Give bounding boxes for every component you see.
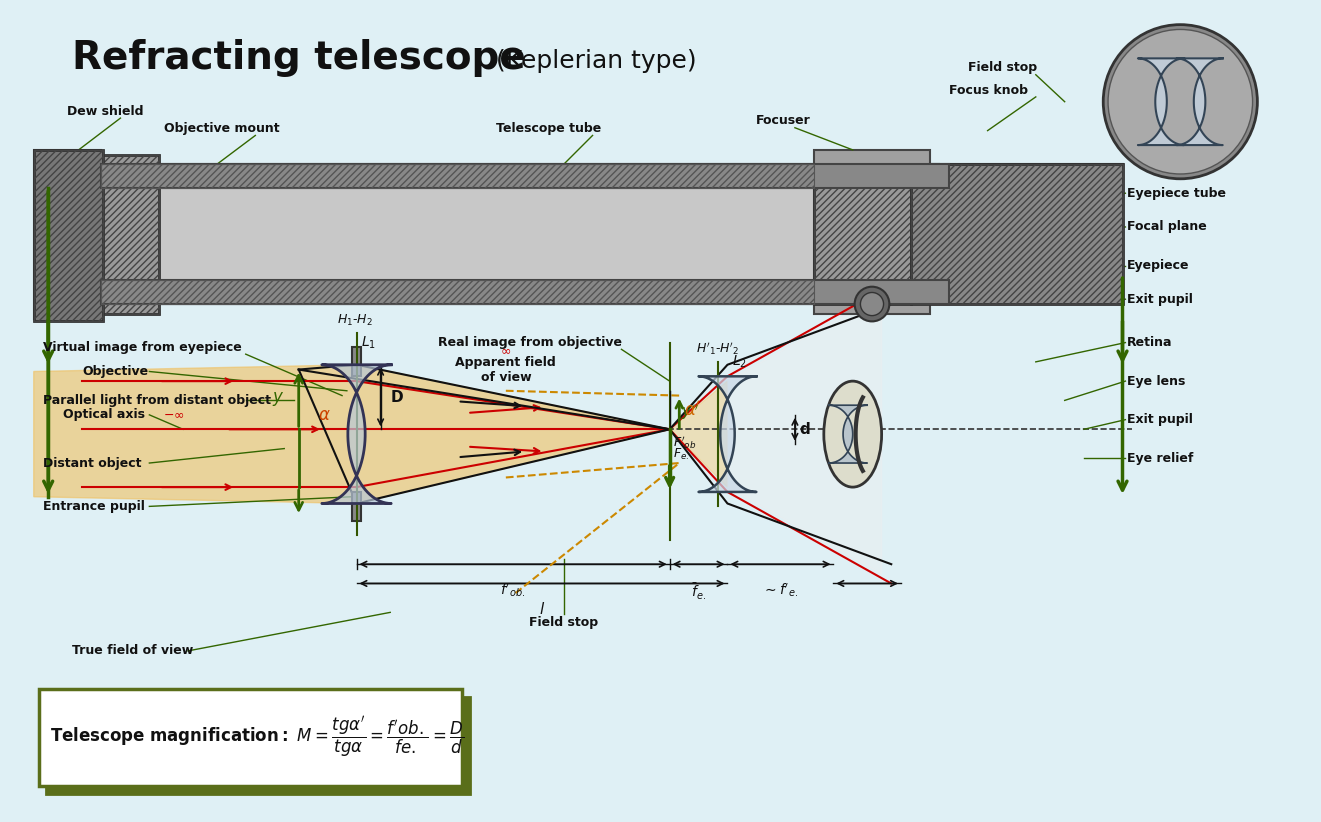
Text: Parallel light from distant object: Parallel light from distant object xyxy=(44,394,271,407)
Text: $\sim f'_{e.}$: $\sim f'_{e.}$ xyxy=(762,581,799,599)
Text: Eyepiece: Eyepiece xyxy=(1127,259,1190,272)
Circle shape xyxy=(855,287,889,321)
Circle shape xyxy=(860,293,884,316)
Text: $\alpha'$: $\alpha'$ xyxy=(684,400,701,419)
Text: Exit pupil: Exit pupil xyxy=(1127,293,1193,306)
Text: Entrance pupil: Entrance pupil xyxy=(44,500,145,513)
Text: Field stop: Field stop xyxy=(530,616,598,629)
Text: $\infty$: $\infty$ xyxy=(501,344,511,357)
Text: Objective mount: Objective mount xyxy=(164,122,280,135)
Text: $\mathbf{Telescope\ magnification:}\ M = \dfrac{tg\alpha'}{tg\alpha} = \dfrac{f': $\mathbf{Telescope\ magnification:}\ M =… xyxy=(50,715,464,760)
Text: Eye lens: Eye lens xyxy=(1127,375,1186,388)
Text: Objective: Objective xyxy=(82,365,148,378)
Text: $F_{e.}$: $F_{e.}$ xyxy=(672,446,688,462)
FancyBboxPatch shape xyxy=(38,690,462,786)
Text: Virtual image from eyepiece: Virtual image from eyepiece xyxy=(44,341,242,354)
Text: Focus knob: Focus knob xyxy=(948,84,1028,97)
FancyBboxPatch shape xyxy=(102,280,948,304)
Text: Retina: Retina xyxy=(1127,336,1173,349)
Text: Focal plane: Focal plane xyxy=(1127,220,1207,233)
FancyBboxPatch shape xyxy=(814,150,930,314)
Circle shape xyxy=(1108,30,1252,174)
Polygon shape xyxy=(699,376,757,492)
Text: Distant object: Distant object xyxy=(44,456,141,469)
FancyBboxPatch shape xyxy=(102,164,939,304)
Text: $L_2$: $L_2$ xyxy=(732,353,748,370)
FancyBboxPatch shape xyxy=(108,176,931,293)
Text: Field stop: Field stop xyxy=(968,62,1037,75)
Text: $\alpha$: $\alpha$ xyxy=(318,406,330,424)
Polygon shape xyxy=(670,381,728,487)
Text: $y$: $y$ xyxy=(272,390,284,409)
Text: $f'_{ob.}$: $f'_{ob.}$ xyxy=(501,581,526,599)
Text: True field of view: True field of view xyxy=(73,644,194,658)
Polygon shape xyxy=(34,365,670,504)
Text: $H_1$-$H_2$: $H_1$-$H_2$ xyxy=(337,313,373,328)
FancyBboxPatch shape xyxy=(34,150,103,321)
FancyBboxPatch shape xyxy=(34,150,102,318)
FancyBboxPatch shape xyxy=(351,492,362,521)
FancyBboxPatch shape xyxy=(824,164,921,299)
Polygon shape xyxy=(322,365,391,504)
Polygon shape xyxy=(728,294,881,574)
FancyBboxPatch shape xyxy=(939,183,1112,284)
Text: $-\infty$: $-\infty$ xyxy=(162,409,184,422)
FancyBboxPatch shape xyxy=(102,164,948,188)
FancyBboxPatch shape xyxy=(814,164,910,304)
Ellipse shape xyxy=(824,381,881,487)
Text: Optical axis: Optical axis xyxy=(62,409,144,422)
Text: Refracting telescope: Refracting telescope xyxy=(73,39,526,77)
Text: Dew shield: Dew shield xyxy=(67,105,144,118)
Text: $y''$: $y''$ xyxy=(682,403,699,423)
Polygon shape xyxy=(828,405,867,463)
Text: Eye relief: Eye relief xyxy=(1127,452,1194,464)
FancyBboxPatch shape xyxy=(930,164,1123,304)
Polygon shape xyxy=(1177,58,1223,145)
Text: $\bar{f}_{e.}$: $\bar{f}_{e.}$ xyxy=(691,581,705,602)
Text: Focuser: Focuser xyxy=(757,114,811,127)
Text: D: D xyxy=(390,390,403,404)
Text: Exit pupil: Exit pupil xyxy=(1127,413,1193,426)
FancyBboxPatch shape xyxy=(910,164,1123,304)
FancyBboxPatch shape xyxy=(102,155,159,314)
Polygon shape xyxy=(1137,58,1184,145)
FancyBboxPatch shape xyxy=(351,348,362,376)
Text: $H'_1$-$H'_2$: $H'_1$-$H'_2$ xyxy=(696,340,740,357)
Text: $F'_{ob}$: $F'_{ob}$ xyxy=(672,434,696,450)
Text: (Keplerian type): (Keplerian type) xyxy=(497,49,697,73)
Text: d: d xyxy=(799,422,811,436)
Text: $L_1$: $L_1$ xyxy=(362,335,376,351)
Circle shape xyxy=(1103,25,1258,179)
Text: Apparent field
of view: Apparent field of view xyxy=(456,356,556,384)
Text: $l$: $l$ xyxy=(539,601,546,616)
FancyBboxPatch shape xyxy=(46,697,470,793)
Text: Eyepiece tube: Eyepiece tube xyxy=(1127,187,1226,200)
Text: Real image from objective: Real image from objective xyxy=(439,336,622,349)
Text: Telescope tube: Telescope tube xyxy=(497,122,601,135)
